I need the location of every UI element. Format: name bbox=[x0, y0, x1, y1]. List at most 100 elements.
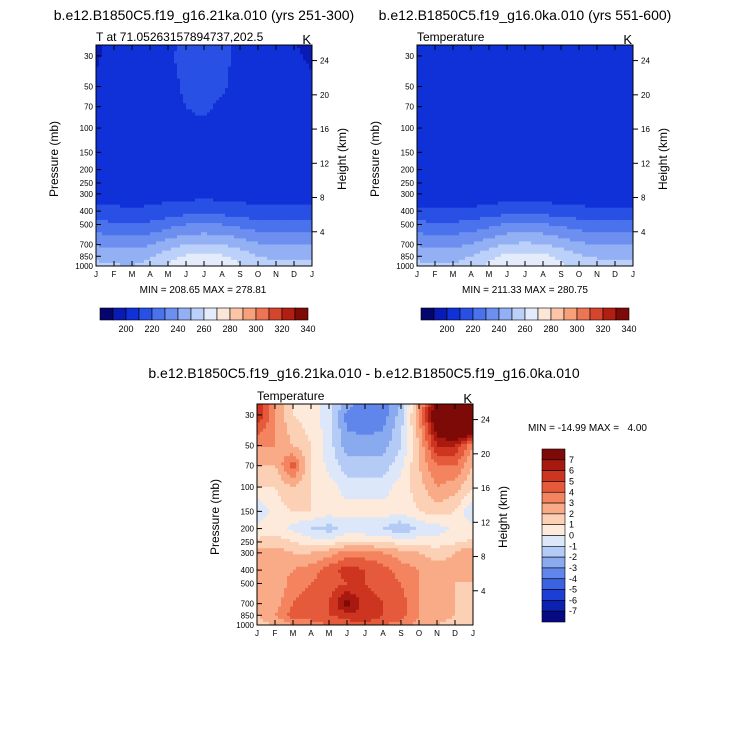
contour-cell bbox=[285, 109, 289, 114]
contour-cell bbox=[237, 54, 241, 58]
contour-cell bbox=[114, 201, 118, 206]
contour-cell bbox=[102, 51, 106, 55]
contour-cell bbox=[96, 91, 100, 95]
contour-cell bbox=[255, 201, 259, 206]
contour-cell bbox=[150, 112, 154, 117]
contour-cell bbox=[99, 158, 103, 163]
contour-cell bbox=[195, 130, 199, 135]
contour-cell bbox=[306, 97, 310, 101]
contour-cell bbox=[132, 201, 136, 206]
contour-cell bbox=[108, 121, 112, 126]
contour-cell bbox=[192, 97, 196, 101]
contour-cell bbox=[231, 51, 235, 55]
contour-cell bbox=[126, 143, 130, 147]
contour-cell bbox=[129, 167, 133, 172]
contour-cell bbox=[183, 81, 187, 86]
contour-cell bbox=[186, 75, 190, 80]
contour-cell bbox=[294, 204, 298, 209]
contour-cell bbox=[222, 253, 226, 258]
contour-cell bbox=[285, 87, 289, 92]
contour-cell bbox=[276, 130, 280, 135]
contour-cell bbox=[285, 213, 289, 218]
contour-cell bbox=[156, 137, 160, 141]
contour-cell bbox=[168, 124, 172, 129]
contour-cell bbox=[264, 130, 268, 135]
contour-cell bbox=[135, 244, 139, 249]
contour-cell bbox=[168, 189, 172, 193]
contour-cell bbox=[183, 161, 187, 166]
contour-cell bbox=[162, 130, 166, 135]
contour-cell bbox=[105, 57, 109, 61]
contour-cell bbox=[222, 100, 226, 104]
contour-cell bbox=[276, 115, 280, 120]
contour-cell bbox=[120, 130, 124, 135]
contour-cell bbox=[108, 66, 112, 71]
contour-cell bbox=[150, 134, 154, 138]
contour-cell bbox=[150, 72, 154, 77]
contour-cell bbox=[297, 244, 301, 249]
contour-cell bbox=[264, 69, 268, 74]
contour-cell bbox=[165, 54, 169, 58]
contour-cell bbox=[180, 78, 184, 83]
contour-cell bbox=[264, 164, 268, 169]
contour-cell bbox=[264, 75, 268, 80]
contour-cell bbox=[300, 158, 304, 163]
contour-cell bbox=[111, 130, 115, 135]
contour-cell bbox=[135, 45, 139, 49]
contour-cell bbox=[192, 149, 196, 154]
contour-cell bbox=[273, 229, 277, 233]
contour-cell bbox=[168, 54, 172, 58]
contour-cell bbox=[216, 198, 220, 203]
contour-cell bbox=[177, 124, 181, 129]
contour-cell bbox=[129, 137, 133, 141]
contour-cell bbox=[150, 173, 154, 178]
contour-cell bbox=[297, 238, 301, 243]
contour-cell bbox=[144, 146, 148, 150]
contour-cell bbox=[171, 97, 175, 101]
contour-cell bbox=[195, 253, 199, 258]
contour-cell bbox=[216, 229, 220, 233]
contour-cell bbox=[102, 118, 106, 123]
contour-cell bbox=[213, 124, 217, 129]
contour-cell bbox=[264, 198, 268, 203]
contour-cell bbox=[174, 210, 178, 215]
contour-cell bbox=[150, 167, 154, 172]
contour-cell bbox=[195, 226, 199, 230]
contour-cell bbox=[99, 118, 103, 123]
contour-cell bbox=[267, 152, 271, 157]
contour-cell bbox=[213, 118, 217, 123]
contour-cell bbox=[258, 204, 262, 209]
contour-cell bbox=[234, 60, 238, 65]
contour-cell bbox=[225, 235, 229, 239]
contour-cell bbox=[213, 235, 217, 239]
contour-cell bbox=[192, 213, 196, 218]
contour-cell bbox=[168, 48, 172, 52]
contour-cell bbox=[267, 66, 271, 71]
contour-cell bbox=[189, 155, 193, 160]
contour-cell bbox=[225, 195, 229, 200]
contour-cell bbox=[291, 78, 295, 83]
contour-cell bbox=[174, 232, 178, 236]
contour-cell bbox=[177, 69, 181, 74]
contour-cell bbox=[213, 247, 217, 252]
contour-cell bbox=[303, 45, 307, 49]
contour-cell bbox=[204, 250, 208, 255]
contour-cell bbox=[171, 143, 175, 147]
contour-cell bbox=[294, 152, 298, 157]
contour-cell bbox=[243, 204, 247, 209]
contour-cell bbox=[288, 173, 292, 178]
contour-cell bbox=[303, 164, 307, 169]
contour-cell bbox=[114, 100, 118, 104]
contour-cell bbox=[276, 140, 280, 144]
contour-cell bbox=[291, 48, 295, 52]
contour-cell bbox=[99, 81, 103, 86]
contour-cell bbox=[204, 180, 208, 184]
contour-cell bbox=[198, 45, 202, 49]
contour-cell bbox=[114, 124, 118, 129]
contour-cell bbox=[111, 223, 115, 227]
contour-cell bbox=[168, 127, 172, 132]
contour-cell bbox=[174, 78, 178, 83]
contour-cell bbox=[198, 100, 202, 104]
contour-cell bbox=[144, 219, 148, 224]
contour-cell bbox=[96, 149, 100, 154]
